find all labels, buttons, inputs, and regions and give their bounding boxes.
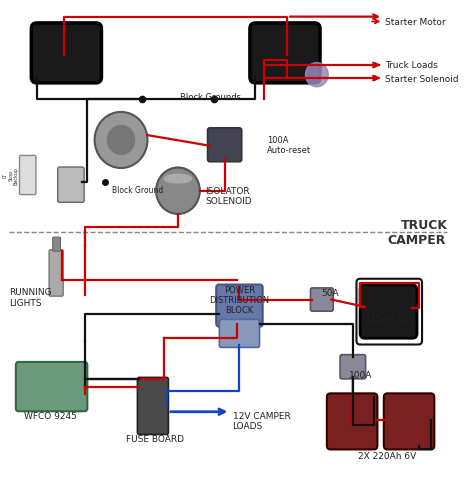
Text: Truck Loads: Truck Loads (385, 61, 438, 70)
FancyBboxPatch shape (310, 288, 333, 312)
FancyBboxPatch shape (31, 24, 101, 84)
Text: 12V CAMPER
LOADS: 12V CAMPER LOADS (233, 411, 291, 430)
Text: FUSE BOARD: FUSE BOARD (126, 434, 184, 443)
Text: TRUCK: TRUCK (401, 219, 448, 232)
FancyBboxPatch shape (137, 378, 168, 435)
FancyBboxPatch shape (384, 393, 434, 450)
FancyBboxPatch shape (216, 285, 263, 327)
Circle shape (156, 168, 200, 214)
Circle shape (305, 63, 328, 88)
Text: RUNNING
LIGHTS: RUNNING LIGHTS (9, 288, 52, 307)
FancyBboxPatch shape (360, 286, 417, 338)
FancyBboxPatch shape (327, 393, 377, 450)
Text: 100A
Auto-reset: 100A Auto-reset (267, 136, 311, 155)
Text: LT
Stop
Backup
Marker: LT Stop Backup Marker (2, 166, 25, 184)
FancyBboxPatch shape (208, 129, 242, 162)
Circle shape (108, 126, 135, 155)
Text: 115Ah 12V: 115Ah 12V (365, 315, 414, 324)
Ellipse shape (164, 175, 191, 183)
Text: 2X 220Ah 6V: 2X 220Ah 6V (358, 451, 417, 460)
FancyBboxPatch shape (219, 320, 259, 348)
Text: ISOLATOR
SOLENOID: ISOLATOR SOLENOID (205, 186, 252, 206)
Text: WFCO 9245: WFCO 9245 (24, 411, 77, 420)
Text: Starter Motor: Starter Motor (385, 18, 446, 27)
FancyBboxPatch shape (58, 167, 84, 203)
Text: Block Ground: Block Ground (112, 185, 163, 195)
Text: Block Grounds: Block Grounds (180, 93, 241, 102)
Text: CAMPER: CAMPER (387, 233, 446, 246)
Text: 100A: 100A (349, 370, 372, 379)
FancyBboxPatch shape (53, 238, 61, 252)
FancyBboxPatch shape (49, 250, 63, 297)
Text: Starter Solenoid: Starter Solenoid (385, 75, 459, 83)
FancyBboxPatch shape (19, 156, 36, 195)
Circle shape (95, 113, 147, 168)
Text: 50A: 50A (321, 288, 339, 297)
FancyBboxPatch shape (250, 24, 320, 84)
Text: POWER
DISTRIBUTION
BLOCK: POWER DISTRIBUTION BLOCK (210, 285, 270, 315)
FancyBboxPatch shape (340, 355, 365, 379)
FancyBboxPatch shape (16, 362, 87, 411)
